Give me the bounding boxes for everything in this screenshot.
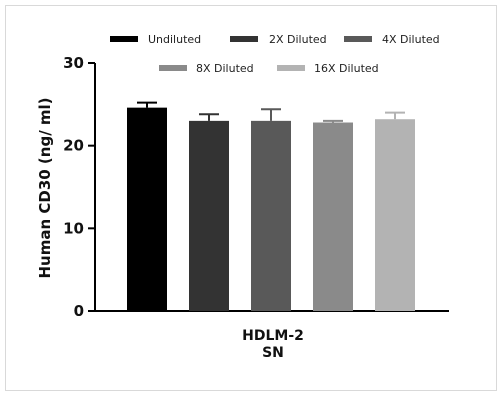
bar-1 — [127, 107, 167, 311]
y-tick-label-2: 20 — [63, 137, 84, 155]
y-tick-label-1: 10 — [63, 219, 84, 237]
y-tick-label-3: 30 — [63, 54, 84, 72]
y-axis-title: Human CD30 (ng/ ml) — [36, 97, 54, 278]
legend-swatch-2 — [230, 36, 258, 42]
legend-swatch-3 — [344, 36, 372, 42]
bar-2 — [189, 120, 229, 311]
bars — [127, 101, 415, 312]
legend-label-3: 4X Diluted — [382, 33, 440, 46]
y-tick-label-0: 0 — [74, 302, 84, 320]
legend-label-2: 2X Diluted — [269, 33, 327, 46]
legend-swatch-5 — [277, 65, 305, 71]
bar-4 — [313, 122, 353, 312]
legend-swatch-4 — [159, 65, 187, 71]
y-ticks: 0 10 20 30 — [63, 54, 95, 320]
bar-5 — [375, 119, 415, 311]
category-label-line2: SN — [262, 345, 284, 361]
legend-label-5: 16X Diluted — [314, 62, 379, 75]
legend-label-1: Undiluted — [148, 33, 201, 46]
bar-3 — [251, 120, 291, 311]
legend-label-4: 8X Diluted — [196, 62, 254, 75]
legend-swatch-1 — [110, 36, 138, 42]
category-label-line1: HDLM-2 — [242, 328, 304, 344]
legend: Undiluted 2X Diluted 4X Diluted 8X Diluted 1… — [110, 33, 440, 75]
